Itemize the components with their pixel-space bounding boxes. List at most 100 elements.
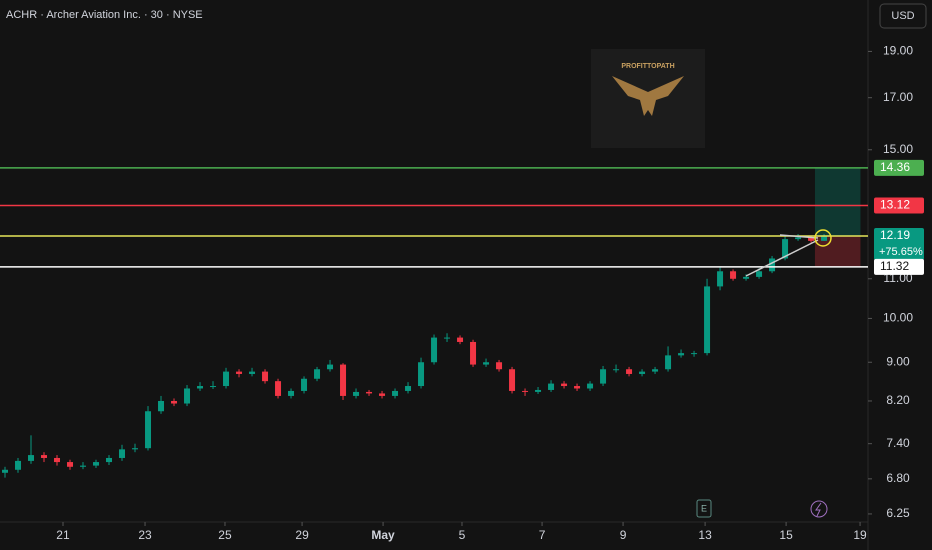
level-label-box [874,228,924,261]
x-tick-label: 15 [779,528,793,542]
currency-button[interactable] [879,3,927,29]
candle-body [743,276,750,279]
candle-body [418,362,425,387]
candle-body [795,237,802,240]
y-tick-label: 9.00 [886,354,910,368]
candle-body [470,341,477,365]
candle-body [223,371,230,387]
candle-body [561,383,568,387]
candle-body [106,457,113,463]
candle-body [275,381,282,396]
eagle-icon [612,76,684,116]
x-tick-label: 21 [56,528,70,542]
candle-body [15,460,22,470]
level-label: 11.32 [880,259,909,273]
level-label: 12.19 [880,228,910,242]
candle-body [340,364,347,396]
candle-body [444,337,451,339]
candle-body [522,390,529,392]
candle-body [665,355,672,370]
candle-body [769,258,776,272]
watermark: PROFITTOPATH [591,49,705,148]
candle-body [509,369,516,391]
y-tick-label: 17.00 [883,90,913,104]
icon-frame [810,500,828,518]
candle-body [613,369,620,371]
stop-zone [814,236,861,267]
candle-body [80,465,87,467]
candle-body [704,286,711,354]
x-tick-label: 25 [218,528,232,542]
candle-body [626,369,633,374]
candle-body [405,386,412,391]
candle-body [236,371,243,374]
candle-body [379,393,386,396]
candle-body [249,371,256,374]
candle-body [756,271,763,277]
y-tick-label: 7.40 [886,436,910,450]
y-tick-label: 8.20 [886,393,910,407]
candle-body [808,237,815,241]
x-tick-label: 19 [853,528,867,542]
candle-body [41,455,48,458]
icon-frame [696,499,712,518]
x-tick-label: 23 [138,528,152,542]
candle-body [197,386,204,389]
candle-body [535,389,542,392]
x-tick-label: 9 [620,528,627,542]
level-label: 13.12 [880,198,910,212]
pattern [745,229,832,277]
candle-body [67,462,74,467]
watermark-text: PROFITTOPATH [621,63,674,70]
y-tick-label: 10.00 [883,311,913,325]
level-label-box [874,258,924,275]
earnings-icon[interactable]: E [696,499,712,518]
x-tick-label: 7 [539,528,546,542]
candle-body [782,239,789,259]
icon-glyph [815,502,822,517]
candle-body [483,362,490,365]
icon-glyph: E [701,503,707,513]
trend-line [745,239,819,277]
y-tick-label: 19.00 [883,44,913,58]
candle-body [600,369,607,384]
candle-body [821,236,828,241]
candle-body [496,362,503,370]
dividend-icon[interactable] [810,500,828,518]
candle-body [2,469,9,473]
candle-body [132,448,139,450]
candle-body [210,386,217,388]
highlight-circle [814,229,832,247]
candle-body [457,337,464,342]
x-tick-label: May [371,528,395,542]
candle-body [119,449,126,458]
candle-body [171,400,178,404]
candle-body [392,390,399,396]
currency: USD [891,10,914,22]
level-label-box [874,159,924,176]
candle-body [288,390,295,396]
x-tick-label: 29 [295,528,309,542]
trend-line [779,234,819,239]
candle-body [717,271,724,287]
candle-body [652,369,659,372]
y-tick-label: 6.80 [886,471,910,485]
candle-body [574,386,581,389]
candle-body [262,371,269,382]
y-tick-label: 6.25 [886,506,910,520]
target-zone [814,167,861,237]
candle-body [366,391,373,394]
candle-body [327,364,334,370]
candle-body [54,457,61,463]
candle-body [353,391,360,396]
x-tick-label: 5 [459,528,466,542]
candle-body [548,383,555,390]
candle-body [587,383,594,389]
candle-body [93,462,100,466]
candle-body [184,388,191,404]
change-label: +75.65% [879,246,923,258]
candle-body [730,271,737,279]
x-tick-label: 13 [698,528,712,542]
